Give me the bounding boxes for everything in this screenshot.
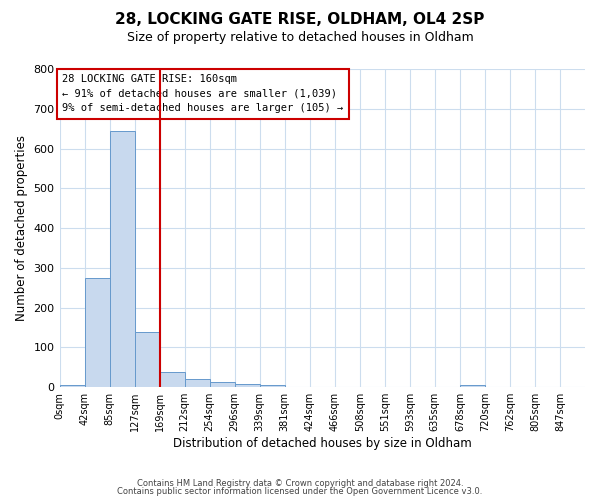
Text: Contains public sector information licensed under the Open Government Licence v3: Contains public sector information licen…	[118, 487, 482, 496]
Y-axis label: Number of detached properties: Number of detached properties	[15, 135, 28, 321]
Bar	[160, 372, 185, 387]
Bar	[209, 382, 235, 387]
Text: Size of property relative to detached houses in Oldham: Size of property relative to detached ho…	[127, 31, 473, 44]
Bar	[260, 385, 285, 387]
Bar	[85, 278, 110, 387]
Text: Contains HM Land Registry data © Crown copyright and database right 2024.: Contains HM Land Registry data © Crown c…	[137, 478, 463, 488]
Text: 28, LOCKING GATE RISE, OLDHAM, OL4 2SP: 28, LOCKING GATE RISE, OLDHAM, OL4 2SP	[115, 12, 485, 28]
X-axis label: Distribution of detached houses by size in Oldham: Distribution of detached houses by size …	[173, 437, 472, 450]
Bar	[110, 132, 134, 387]
Text: 28 LOCKING GATE RISE: 160sqm
← 91% of detached houses are smaller (1,039)
9% of : 28 LOCKING GATE RISE: 160sqm ← 91% of de…	[62, 74, 343, 114]
Bar	[235, 384, 260, 387]
Bar	[185, 380, 209, 387]
Bar	[460, 385, 485, 387]
Bar	[59, 385, 85, 387]
Bar	[134, 332, 160, 387]
